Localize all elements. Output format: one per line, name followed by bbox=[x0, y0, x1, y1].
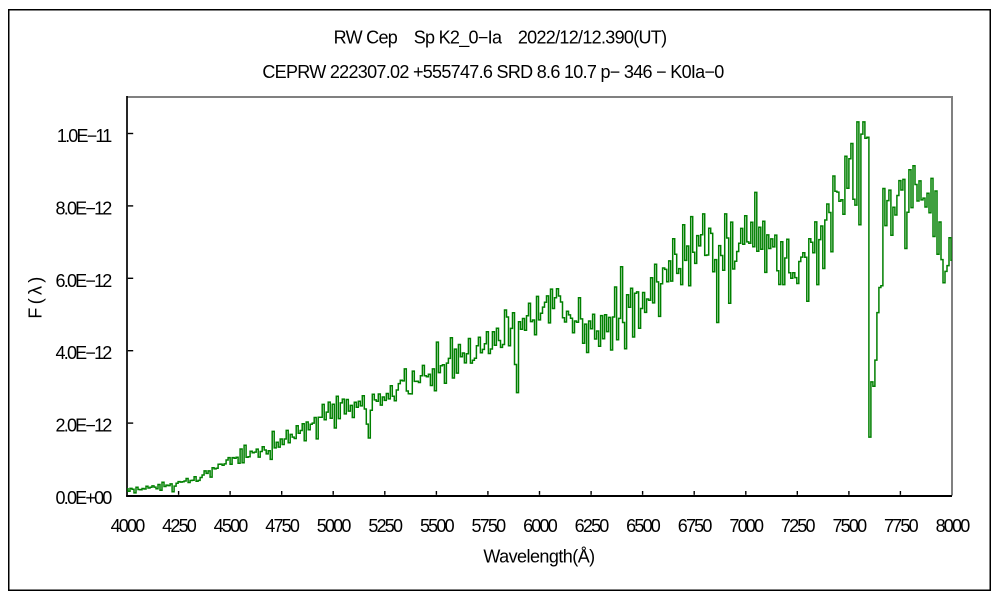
svg-text:4000: 4000 bbox=[111, 516, 146, 536]
svg-text:4750: 4750 bbox=[265, 516, 300, 536]
svg-text:7750: 7750 bbox=[884, 516, 919, 536]
svg-text:6000: 6000 bbox=[523, 516, 558, 536]
svg-text:CEPRW 222307.02 +555747.6 SRD: CEPRW 222307.02 +555747.6 SRD 8.6 10.7 p… bbox=[262, 62, 724, 82]
svg-text:RW Cep Sp K2_0−Ia 2022/12/12: RW Cep Sp K2_0−Ia 2022/12/12.390(UT) bbox=[334, 28, 667, 49]
svg-text:1.0E−11: 1.0E−11 bbox=[57, 126, 112, 146]
svg-text:6500: 6500 bbox=[626, 516, 661, 536]
svg-text:2.0E−12: 2.0E−12 bbox=[56, 416, 113, 436]
svg-text:6750: 6750 bbox=[678, 516, 713, 536]
svg-text:8000: 8000 bbox=[936, 516, 971, 536]
svg-text:4500: 4500 bbox=[214, 516, 249, 536]
svg-text:5500: 5500 bbox=[420, 516, 455, 536]
svg-text:F(λ): F(λ) bbox=[26, 273, 46, 318]
svg-text:0.0E+00: 0.0E+00 bbox=[56, 488, 113, 508]
svg-text:5250: 5250 bbox=[368, 516, 403, 536]
svg-text:8.0E−12: 8.0E−12 bbox=[56, 198, 113, 218]
svg-text:5000: 5000 bbox=[317, 516, 352, 536]
svg-text:7500: 7500 bbox=[832, 516, 867, 536]
svg-text:5750: 5750 bbox=[471, 516, 506, 536]
svg-text:4.0E−12: 4.0E−12 bbox=[56, 343, 113, 363]
svg-text:4250: 4250 bbox=[162, 516, 197, 536]
svg-text:7250: 7250 bbox=[781, 516, 816, 536]
svg-text:6.0E−12: 6.0E−12 bbox=[56, 271, 113, 291]
svg-text:7000: 7000 bbox=[729, 516, 764, 536]
svg-text:Wavelength(Å): Wavelength(Å) bbox=[483, 547, 594, 567]
svg-text:6250: 6250 bbox=[575, 516, 610, 536]
